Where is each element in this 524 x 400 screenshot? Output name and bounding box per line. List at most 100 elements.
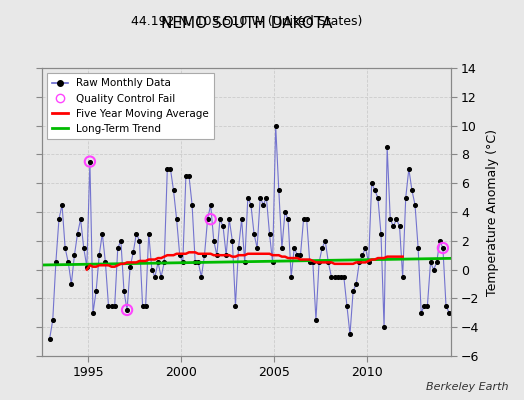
Point [287, 274, 296, 280]
Point [154, 259, 162, 266]
Point [141, 302, 150, 309]
Point [179, 259, 187, 266]
Point [302, 216, 311, 222]
Point [70, 252, 79, 258]
Point [395, 223, 403, 230]
Point [176, 252, 184, 258]
Point [324, 259, 333, 266]
Point [194, 259, 202, 266]
Point [370, 187, 379, 194]
Point [191, 259, 199, 266]
Point [383, 144, 391, 150]
Point [222, 252, 231, 258]
Point [392, 216, 401, 222]
Point [389, 223, 398, 230]
Point [157, 274, 166, 280]
Point [352, 281, 361, 287]
Point [386, 216, 395, 222]
Point [330, 274, 339, 280]
Point [435, 238, 444, 244]
Point [284, 216, 292, 222]
Point [318, 245, 326, 251]
Point [216, 216, 224, 222]
Point [234, 245, 243, 251]
Point [104, 302, 113, 309]
Point [101, 259, 110, 266]
Point [315, 259, 323, 266]
Point [213, 252, 221, 258]
Point [117, 238, 125, 244]
Legend: Raw Monthly Data, Quality Control Fail, Five Year Moving Average, Long-Term Tren: Raw Monthly Data, Quality Control Fail, … [47, 73, 214, 139]
Point [309, 259, 317, 266]
Point [432, 259, 441, 266]
Point [401, 194, 410, 201]
Text: 44.192 N, 103.510 W (United States): 44.192 N, 103.510 W (United States) [130, 16, 362, 28]
Point [185, 173, 193, 179]
Point [293, 252, 301, 258]
Point [86, 158, 94, 165]
Point [206, 202, 215, 208]
Point [305, 259, 314, 266]
Point [250, 230, 258, 237]
Point [358, 252, 367, 258]
Point [123, 307, 131, 313]
Point [231, 302, 239, 309]
Point [58, 202, 66, 208]
Point [262, 194, 270, 201]
Point [55, 216, 63, 222]
Point [355, 259, 364, 266]
Point [83, 264, 91, 270]
Title: NEMO SOUTH DAKOTA: NEMO SOUTH DAKOTA [160, 16, 332, 31]
Point [423, 302, 432, 309]
Point [126, 264, 134, 270]
Point [228, 238, 236, 244]
Point [237, 216, 246, 222]
Point [398, 274, 407, 280]
Point [349, 288, 357, 294]
Point [80, 245, 88, 251]
Text: Berkeley Earth: Berkeley Earth [426, 382, 508, 392]
Point [206, 216, 215, 222]
Point [111, 302, 119, 309]
Point [414, 245, 422, 251]
Point [374, 194, 382, 201]
Point [275, 187, 283, 194]
Point [427, 259, 435, 266]
Point [166, 166, 174, 172]
Point [129, 249, 137, 256]
Point [244, 194, 252, 201]
Point [151, 274, 159, 280]
Point [367, 180, 376, 186]
Point [417, 310, 425, 316]
Y-axis label: Temperature Anomaly (°C): Temperature Anomaly (°C) [486, 128, 499, 296]
Point [123, 307, 131, 313]
Point [200, 252, 209, 258]
Point [120, 288, 128, 294]
Point [256, 194, 265, 201]
Point [259, 202, 268, 208]
Point [77, 216, 85, 222]
Point [299, 216, 308, 222]
Point [265, 230, 274, 237]
Point [86, 158, 94, 165]
Point [188, 202, 196, 208]
Point [61, 245, 69, 251]
Point [52, 259, 60, 266]
Point [73, 230, 82, 237]
Point [380, 324, 388, 330]
Point [163, 166, 171, 172]
Point [429, 266, 438, 273]
Point [327, 274, 335, 280]
Point [98, 230, 106, 237]
Point [64, 259, 72, 266]
Point [138, 302, 147, 309]
Point [169, 187, 178, 194]
Point [271, 122, 280, 129]
Point [268, 259, 277, 266]
Point [290, 245, 299, 251]
Point [46, 336, 54, 342]
Point [408, 187, 416, 194]
Point [107, 302, 116, 309]
Point [296, 252, 304, 258]
Point [49, 317, 57, 323]
